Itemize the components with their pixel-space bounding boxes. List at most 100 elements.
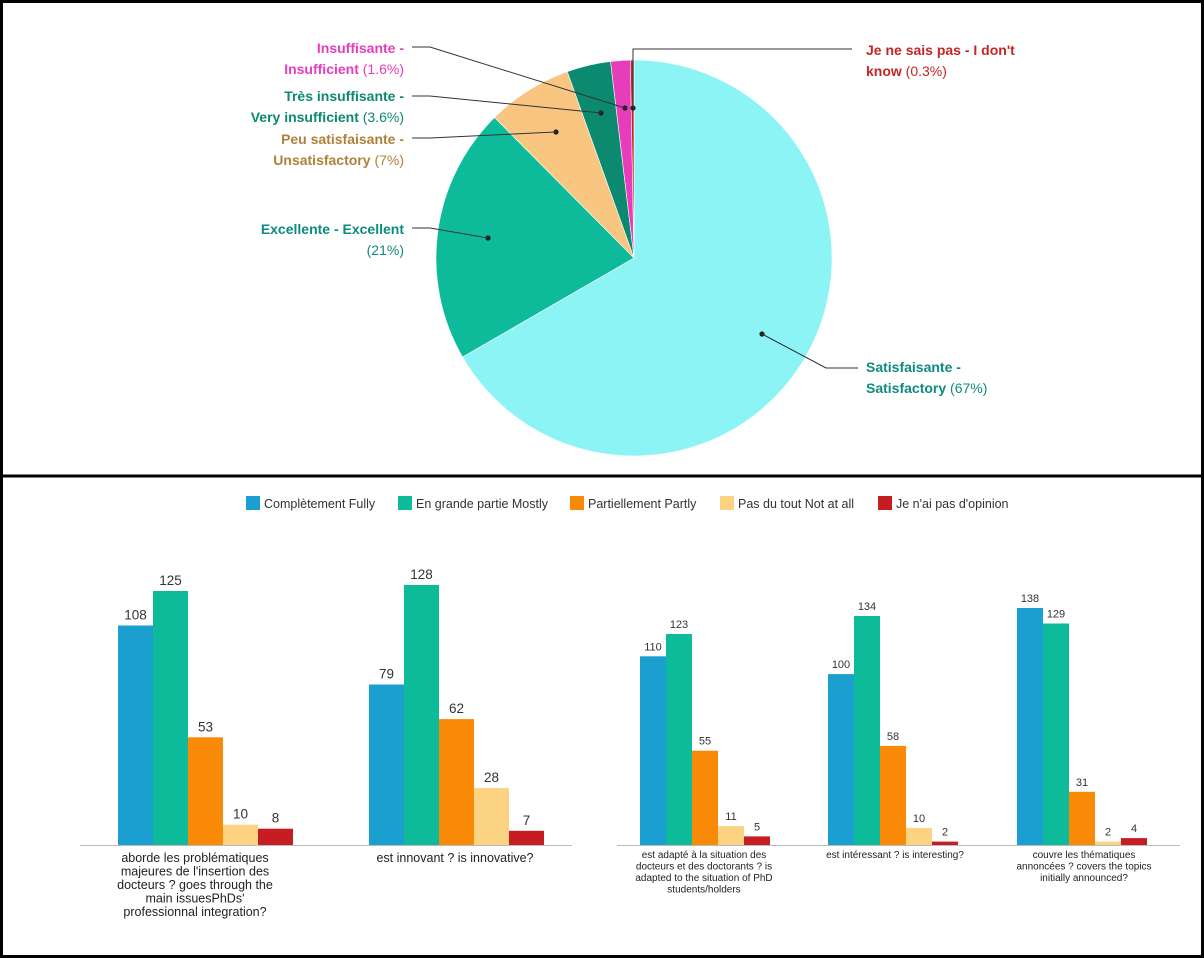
- category-label: students/holders: [667, 885, 740, 896]
- slice-label-pct: (67%): [950, 380, 987, 396]
- bar: [718, 826, 744, 845]
- category-label: couvre les thématiques: [1033, 850, 1136, 861]
- bar: [828, 674, 854, 845]
- bar-value-label: 8: [272, 811, 280, 826]
- bar: [369, 684, 404, 845]
- bar-value-label: 108: [124, 608, 147, 623]
- bar-group: 138 129 31 2 4 couvre les thématiquesannoncée…: [990, 593, 1180, 884]
- pie-chart: Satisfaisante - Satisfactory (67%) Excelle…: [251, 40, 1015, 457]
- legend-label: Pas du tout Not at all: [738, 497, 854, 511]
- bar-value-label: 123: [670, 619, 688, 631]
- bar-value-label: 125: [159, 573, 182, 588]
- slice-label-pct: (3.6%): [363, 109, 404, 125]
- bar: [474, 788, 509, 845]
- category-label: initially announced?: [1040, 873, 1128, 884]
- bar-value-label: 79: [379, 667, 394, 682]
- slice-label-line1: Peu satisfaisante -: [281, 131, 404, 147]
- legend-item: En grande partie Mostly: [398, 496, 549, 511]
- slice-label-line1: Je ne sais pas - I don't: [866, 42, 1015, 58]
- category-label: majeures de l'insertion des: [121, 865, 269, 879]
- slice-label-line2: know (0.3%): [866, 63, 947, 79]
- leader-line: [412, 227, 489, 239]
- pie-label: Satisfaisante - Satisfactory (67%): [759, 331, 987, 396]
- bar-value-label: 53: [198, 719, 213, 734]
- bar: [666, 634, 692, 845]
- bar: [1017, 608, 1043, 845]
- pie-label: Je ne sais pas - I don't know (0.3%): [630, 42, 1015, 111]
- bar-value-label: 134: [858, 601, 876, 613]
- bar-value-label: 2: [1105, 827, 1111, 839]
- legend-item: Je n'ai pas d'opinion: [878, 496, 1009, 511]
- slice-label-pct: (1.6%): [363, 61, 404, 77]
- legend: Complètement Fully En grande partie Mostl…: [246, 496, 1009, 511]
- bar-group: 79 128 62 28 7 est innovant ? is innovative?: [303, 567, 572, 865]
- legend-label: Je n'ai pas d'opinion: [896, 497, 1009, 511]
- bar: [880, 745, 906, 845]
- legend-label: Complètement Fully: [264, 497, 376, 511]
- bar-value-label: 11: [725, 811, 736, 823]
- bar: [640, 656, 666, 845]
- slice-label-name: Insufficient: [284, 61, 363, 77]
- legend-item: Pas du tout Not at all: [720, 496, 854, 511]
- legend-swatch: [570, 496, 584, 510]
- pie-label: Insuffisante - Insufficient (1.6%): [284, 40, 628, 111]
- bar-value-label: 55: [699, 736, 711, 748]
- bar-value-label: 2: [942, 827, 948, 839]
- leader-line: [761, 333, 858, 369]
- leader-line: [632, 48, 852, 108]
- category-label: adapted to the situation of PhD: [635, 873, 772, 884]
- slice-label-line1: Très insuffisante -: [284, 88, 404, 104]
- slice-label-line2: Satisfactory (67%): [866, 380, 987, 396]
- category-label: main issuesPhDs': [146, 892, 245, 906]
- bar-value-label: 31: [1076, 777, 1088, 789]
- bar: [1121, 838, 1147, 845]
- bar-value-label: 10: [913, 813, 925, 825]
- slice-label-name: Satisfactory: [866, 380, 950, 396]
- slice-label-line2: Very insufficient (3.6%): [251, 109, 404, 125]
- pie-label: Très insuffisante - Very insufficient (3.…: [251, 88, 604, 125]
- legend-swatch: [878, 496, 892, 510]
- bar: [118, 625, 153, 845]
- bar: [1095, 841, 1121, 845]
- bar: [854, 616, 880, 845]
- slice-label-name: Very insufficient: [251, 109, 363, 125]
- legend-swatch: [398, 496, 412, 510]
- category-label: est innovant ? is innovative?: [376, 851, 533, 865]
- bar-value-label: 100: [832, 659, 850, 671]
- bar: [188, 737, 223, 845]
- bar: [404, 585, 439, 845]
- legend-label: Partiellement Partly: [588, 497, 697, 511]
- bar-value-label: 10: [233, 807, 248, 822]
- bar-group: 110 123 55 11 5 est adapté à la situation des…: [617, 619, 790, 896]
- bar-value-label: 5: [754, 821, 760, 833]
- bar-value-label: 128: [410, 567, 433, 582]
- bar: [1069, 791, 1095, 845]
- category-label: annoncées ? covers the topics: [1016, 862, 1151, 873]
- bar-value-label: 7: [523, 813, 531, 828]
- category-label: est intéressant ? is interesting?: [826, 850, 964, 861]
- bar-value-label: 138: [1021, 593, 1039, 605]
- bar-value-label: 58: [887, 731, 899, 743]
- bar: [906, 827, 932, 845]
- legend-item: Complètement Fully: [246, 496, 376, 511]
- slice-label-name: Unsatisfactory: [273, 152, 374, 168]
- slice-label-line2: Unsatisfactory (7%): [273, 152, 404, 168]
- bar-value-label: 62: [449, 701, 464, 716]
- bar: [223, 824, 258, 845]
- slice-label-line1: Excellente - Excellent: [261, 221, 405, 237]
- legend-swatch: [720, 496, 734, 510]
- grouped-bar-chart: Complètement Fully En grande partie Mostl…: [80, 496, 1180, 919]
- legend-swatch: [246, 496, 260, 510]
- pie-slice: [435, 117, 635, 358]
- category-label: est adapté à la situation des: [642, 850, 767, 861]
- slice-label-line1: Satisfaisante -: [866, 359, 961, 375]
- slice-label-pct: (0.3%): [906, 63, 947, 79]
- bar: [509, 830, 544, 845]
- slice-label-line1: Insuffisante -: [317, 40, 404, 56]
- leader-line: [412, 46, 626, 109]
- bar: [932, 841, 958, 845]
- bar: [258, 828, 293, 845]
